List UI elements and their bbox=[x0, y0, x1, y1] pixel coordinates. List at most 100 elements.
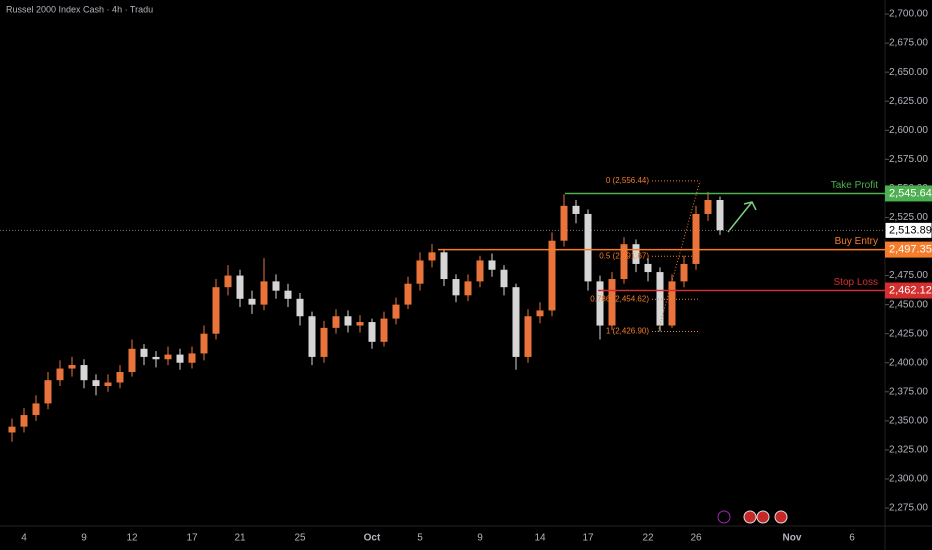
candle-body bbox=[548, 240, 556, 311]
candle-body bbox=[476, 260, 484, 282]
price-tag-label: 2,497.35 bbox=[889, 243, 932, 255]
candle-body bbox=[452, 279, 460, 296]
candle-body bbox=[308, 316, 316, 357]
y-tick-label: 2,675.00 bbox=[889, 38, 928, 49]
candle-body bbox=[404, 283, 412, 305]
candle-body bbox=[632, 244, 640, 264]
candle-body bbox=[296, 298, 304, 317]
candle-body bbox=[680, 263, 688, 282]
candle-body bbox=[80, 365, 88, 381]
candle-body bbox=[92, 380, 100, 386]
candle-body bbox=[176, 354, 184, 363]
level-name: Take Profit bbox=[831, 180, 878, 191]
x-tick-label: 14 bbox=[534, 533, 546, 544]
y-tick-label: 2,400.00 bbox=[889, 357, 928, 368]
candle-body bbox=[368, 322, 376, 342]
candle-body bbox=[164, 354, 172, 360]
candle-body bbox=[584, 213, 592, 282]
projection-arrow bbox=[727, 201, 757, 233]
x-tick-label: 5 bbox=[417, 533, 423, 544]
last-price-tag bbox=[884, 221, 932, 239]
candle-body bbox=[416, 260, 424, 284]
candle-body bbox=[500, 269, 508, 288]
flag-icon bbox=[743, 510, 757, 524]
y-tick-label: 2,625.00 bbox=[889, 96, 928, 107]
candle-body bbox=[236, 275, 244, 299]
price-tag-label: 2,545.64 bbox=[889, 187, 932, 199]
candle-body bbox=[32, 403, 40, 416]
candle-body bbox=[44, 380, 52, 404]
candle-body bbox=[344, 316, 352, 326]
y-tick-label: 2,275.00 bbox=[889, 503, 928, 514]
y-tick-label: 2,425.00 bbox=[889, 328, 928, 339]
candle-body bbox=[692, 213, 700, 264]
x-tick-label: 26 bbox=[690, 533, 702, 544]
x-tick-label: 17 bbox=[582, 533, 594, 544]
y-tick-label: 2,475.00 bbox=[889, 270, 928, 281]
candle-body bbox=[668, 281, 676, 326]
candle-body bbox=[284, 290, 292, 299]
y-tick-label: 2,575.00 bbox=[889, 154, 928, 165]
candle-body bbox=[140, 348, 148, 357]
candle-body bbox=[428, 252, 436, 261]
x-tick-label: 4 bbox=[21, 533, 27, 544]
y-tick-label: 2,375.00 bbox=[889, 386, 928, 397]
last-price-label: 2,513.89 bbox=[889, 224, 932, 236]
candle-body bbox=[188, 353, 196, 363]
x-tick-label: 25 bbox=[294, 533, 306, 544]
candle-body bbox=[332, 316, 340, 328]
y-tick-label: 2,450.00 bbox=[889, 299, 928, 310]
fib-level-label: 1 (2,426.90) bbox=[606, 327, 649, 336]
y-tick-label: 2,600.00 bbox=[889, 125, 928, 136]
x-tick-label: Nov bbox=[783, 533, 802, 544]
price-tag-label: 2,462.12 bbox=[889, 284, 932, 296]
candle-body bbox=[464, 281, 472, 296]
fib-trend-line bbox=[657, 180, 701, 332]
candle-body bbox=[536, 310, 544, 317]
y-tick-label: 2,650.00 bbox=[889, 67, 928, 78]
candle-body bbox=[572, 205, 580, 214]
candle-body bbox=[272, 281, 280, 291]
candle-body bbox=[104, 382, 112, 386]
candle-body bbox=[8, 426, 16, 433]
candle-body bbox=[704, 200, 712, 214]
candle-body bbox=[440, 252, 448, 280]
candle-body bbox=[212, 287, 220, 334]
x-tick-label: 21 bbox=[234, 533, 246, 544]
price-tag bbox=[885, 241, 932, 258]
candle-body bbox=[620, 244, 628, 280]
x-tick-label: 22 bbox=[642, 533, 654, 544]
candle-body bbox=[200, 333, 208, 354]
candle-body bbox=[224, 275, 232, 288]
candle-body bbox=[392, 304, 400, 319]
candle-body bbox=[596, 281, 604, 326]
x-tick-label: 9 bbox=[477, 533, 483, 544]
candle-body bbox=[116, 372, 124, 383]
candle-body bbox=[260, 281, 268, 305]
candle-body bbox=[248, 298, 256, 305]
candle-body bbox=[644, 263, 652, 273]
x-tick-label: 9 bbox=[81, 533, 87, 544]
candle-body bbox=[656, 272, 664, 326]
flag-icon bbox=[774, 510, 788, 524]
y-tick-label: 2,525.00 bbox=[889, 212, 928, 223]
fib-level-label: 0.786 (2,454.62) bbox=[590, 294, 649, 303]
fib-level-label: 0 (2,556.44) bbox=[606, 176, 649, 185]
fib-level-label: 0.5 (2,491.67) bbox=[599, 251, 649, 260]
chart-title: Russel 2000 Index Cash · 4h · Tradu bbox=[6, 4, 153, 14]
price-tag bbox=[885, 282, 932, 299]
candle-body bbox=[320, 327, 328, 357]
y-tick-label: 2,700.00 bbox=[889, 9, 928, 20]
candle-body bbox=[68, 365, 76, 369]
price-tag bbox=[885, 185, 932, 202]
flag-icon bbox=[756, 510, 770, 524]
level-name: Buy Entry bbox=[835, 236, 878, 247]
candle-body bbox=[512, 287, 520, 357]
candle-body bbox=[608, 279, 616, 326]
y-tick-label: 2,300.00 bbox=[889, 474, 928, 485]
x-tick-label: 6 bbox=[849, 533, 855, 544]
candle-body bbox=[356, 322, 364, 326]
candle-body bbox=[380, 318, 388, 342]
